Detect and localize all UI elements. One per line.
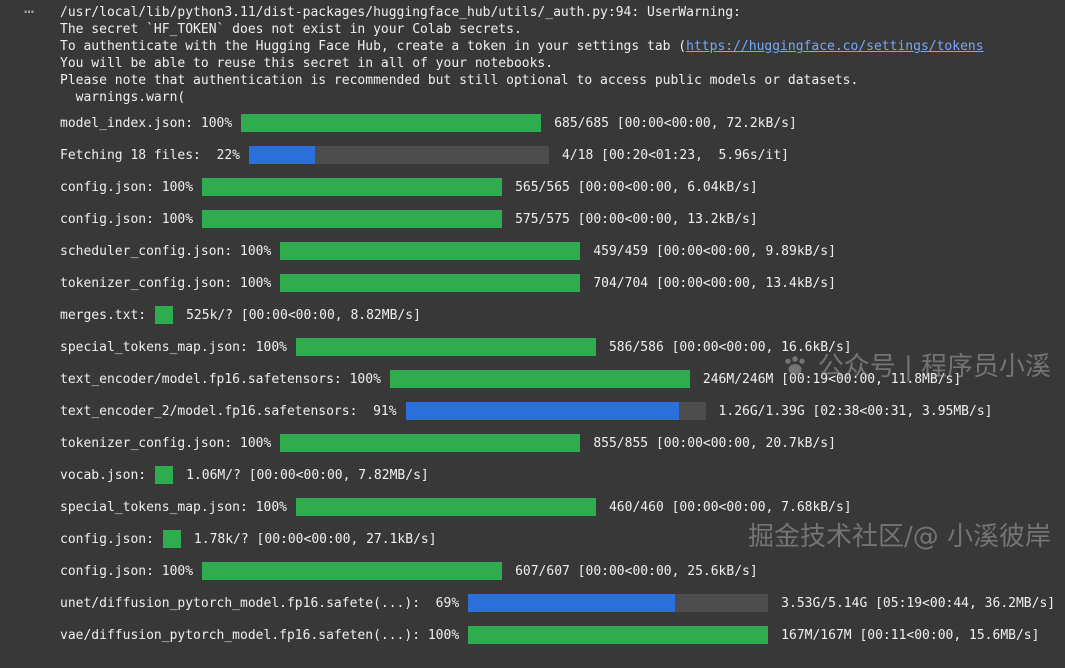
- progress-row: config.json: 1.78k/? [00:00<00:00, 27.1kB…: [60, 530, 1065, 548]
- progress-label: scheduler_config.json: 100%: [60, 243, 272, 259]
- progress-bar: [155, 306, 174, 324]
- progress-bar: [202, 562, 503, 580]
- progress-row: merges.txt: 525k/? [00:00<00:00, 8.82MB/s…: [60, 306, 1065, 324]
- warning-line-5: Please note that authentication is recom…: [60, 73, 859, 88]
- progress-stats: 1.06M/? [00:00<00:00, 7.82MB/s]: [186, 467, 429, 483]
- progress-label: text_encoder/model.fp16.safetensors: 100…: [60, 371, 381, 387]
- progress-stats: 1.78k/? [00:00<00:00, 27.1kB/s]: [193, 531, 437, 547]
- progress-stats: 3.53G/5.14G [05:19<00:44, 36.2MB/s]: [781, 595, 1056, 611]
- progress-row: config.json: 100% 565/565 [00:00<00:00, 6…: [60, 178, 1065, 196]
- warning-line-6: warnings.warn(: [60, 90, 186, 105]
- progress-stats: 565/565 [00:00<00:00, 6.04kB/s]: [515, 179, 758, 195]
- progress-row: special_tokens_map.json: 100% 460/460 [00…: [60, 498, 1065, 516]
- progress-bar-fill: [280, 434, 581, 452]
- colab-output-cell: ⋯ /usr/local/lib/python3.11/dist-package…: [24, 2, 1065, 644]
- settings-tokens-link[interactable]: https://huggingface.co/settings/tokens: [686, 39, 984, 54]
- progress-row: vae/diffusion_pytorch_model.fp16.safeten…: [60, 626, 1065, 644]
- progress-bar: [389, 370, 690, 388]
- progress-bar: [295, 498, 596, 516]
- progress-label: Fetching 18 files: 22%: [60, 147, 241, 163]
- progress-bar: [468, 626, 769, 644]
- progress-label: unet/diffusion_pytorch_model.fp16.safete…: [60, 595, 460, 611]
- progress-label: vocab.json:: [60, 467, 147, 483]
- progress-row: unet/diffusion_pytorch_model.fp16.safete…: [60, 594, 1065, 612]
- progress-row: tokenizer_config.json: 100% 704/704 [00:0…: [60, 274, 1065, 292]
- warning-line-2: The secret `HF_TOKEN` does not exist in …: [60, 22, 522, 37]
- progress-label: config.json: 100%: [60, 211, 194, 227]
- progress-stats: 1.26G/1.39G [02:38<00:31, 3.95MB/s]: [718, 403, 993, 419]
- progress-bar: [405, 402, 706, 420]
- progress-bar: [162, 530, 181, 548]
- progress-bar: [202, 178, 503, 196]
- warning-line-3: To authenticate with the Hugging Face Hu…: [60, 38, 1065, 55]
- progress-bar-fill: [280, 274, 581, 292]
- progress-row: vocab.json: 1.06M/? [00:00<00:00, 7.82MB/…: [60, 466, 1065, 484]
- progress-bar-fill: [241, 114, 542, 132]
- progress-stats: 246M/246M [00:19<00:00, 11.8MB/s]: [702, 371, 962, 387]
- progress-bar-fill: [280, 242, 581, 260]
- progress-bar: [202, 210, 503, 228]
- progress-label: tokenizer_config.json: 100%: [60, 435, 272, 451]
- progress-stats: 167M/167M [00:11<00:00, 15.6MB/s]: [781, 627, 1040, 643]
- progress-stats: 4/18 [00:20<01:23, 5.96s/it]: [562, 147, 789, 163]
- progress-stats: 460/460 [00:00<00:00, 7.68kB/s]: [608, 499, 852, 515]
- progress-bar-fill: [202, 178, 503, 196]
- progress-stats: 525k/? [00:00<00:00, 8.82MB/s]: [186, 307, 421, 323]
- warning-block: /usr/local/lib/python3.11/dist-packages/…: [60, 4, 1065, 106]
- progress-label: special_tokens_map.json: 100%: [60, 499, 287, 515]
- progress-stats: 855/855 [00:00<00:00, 20.7kB/s]: [593, 435, 836, 451]
- progress-label: vae/diffusion_pytorch_model.fp16.safeten…: [60, 627, 460, 643]
- progress-label: merges.txt:: [60, 307, 147, 323]
- progress-stats: 459/459 [00:00<00:00, 9.89kB/s]: [593, 243, 836, 259]
- progress-row: text_encoder_2/model.fp16.safetensors: 9…: [60, 402, 1065, 420]
- progress-label: config.json:: [60, 531, 154, 547]
- progress-bar: [295, 338, 596, 356]
- warning-line-1: /usr/local/lib/python3.11/dist-packages/…: [60, 5, 741, 20]
- progress-row: scheduler_config.json: 100% 459/459 [00:0…: [60, 242, 1065, 260]
- progress-bar-fill: [295, 338, 596, 356]
- progress-label: text_encoder_2/model.fp16.safetensors: 9…: [60, 403, 397, 419]
- progress-row: text_encoder/model.fp16.safetensors: 100…: [60, 370, 1065, 388]
- progress-stats: 685/685 [00:00<00:00, 72.2kB/s]: [554, 115, 797, 131]
- progress-label: config.json: 100%: [60, 563, 194, 579]
- progress-stats: 704/704 [00:00<00:00, 13.4kB/s]: [593, 275, 836, 291]
- warning-line-3-text: To authenticate with the Hugging Face Hu…: [60, 39, 687, 54]
- progress-bar: [280, 434, 581, 452]
- progress-rows: model_index.json: 100% 685/685 [00:00<00:…: [60, 114, 1065, 644]
- progress-stats: 607/607 [00:00<00:00, 25.6kB/s]: [515, 563, 758, 579]
- progress-bar: [280, 242, 581, 260]
- progress-row: model_index.json: 100% 685/685 [00:00<00:…: [60, 114, 1065, 132]
- progress-bar: [280, 274, 581, 292]
- progress-bar: [468, 594, 769, 612]
- progress-bar-fill: [202, 210, 503, 228]
- progress-bar-fill: [468, 626, 769, 644]
- progress-bar: [155, 466, 174, 484]
- progress-bar-fill: [389, 370, 690, 388]
- progress-row: special_tokens_map.json: 100% 586/586 [00…: [60, 338, 1065, 356]
- progress-label: special_tokens_map.json: 100%: [60, 339, 287, 355]
- progress-row: Fetching 18 files: 22% 4/18 [00:20<01:23,…: [60, 146, 1065, 164]
- progress-label: model_index.json: 100%: [60, 115, 233, 131]
- progress-row: config.json: 100% 575/575 [00:00<00:00, 1…: [60, 210, 1065, 228]
- progress-bar-fill: [405, 402, 679, 420]
- progress-label: config.json: 100%: [60, 179, 194, 195]
- ellipsis-icon[interactable]: ⋯: [24, 2, 37, 22]
- progress-bar: [249, 146, 550, 164]
- progress-stats: 575/575 [00:00<00:00, 13.2kB/s]: [515, 211, 758, 227]
- progress-row: config.json: 100% 607/607 [00:00<00:00, 2…: [60, 562, 1065, 580]
- progress-bar-fill: [249, 146, 316, 164]
- warning-line-4: You will be able to reuse this secret in…: [60, 56, 554, 71]
- progress-stats: 586/586 [00:00<00:00, 16.6kB/s]: [608, 339, 852, 355]
- progress-bar-fill: [468, 594, 676, 612]
- progress-bar: [241, 114, 542, 132]
- progress-row: tokenizer_config.json: 100% 855/855 [00:0…: [60, 434, 1065, 452]
- progress-bar-fill: [202, 562, 503, 580]
- progress-bar-fill: [295, 498, 596, 516]
- progress-label: tokenizer_config.json: 100%: [60, 275, 272, 291]
- output-content: /usr/local/lib/python3.11/dist-packages/…: [60, 4, 1065, 644]
